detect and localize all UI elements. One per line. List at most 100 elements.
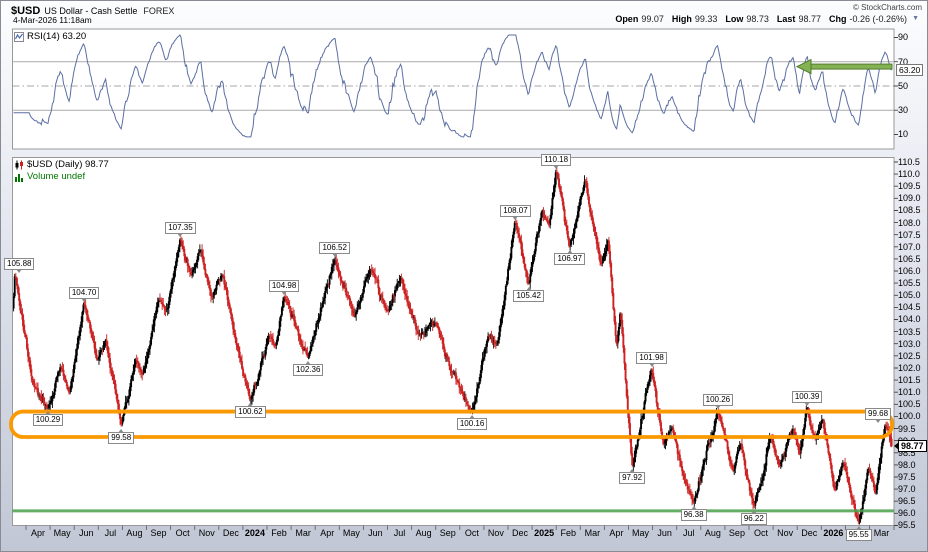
x-axis-label: 2025 [534,528,555,538]
candles-down-bodies [14,171,893,522]
rsi-axis-label: 50 [898,80,909,91]
price-label: 110.18 [541,153,572,169]
y-axis-ticks [894,37,898,526]
quote-summary: Open 99.07 High 99.33 Low 98.73 Last 98.77 Chg -0… [607,14,907,24]
price-label: 105.42 [513,287,544,303]
x-axis-label: Sep [439,528,456,538]
x-axis-label: Jul [393,528,406,538]
x-axis-label: Jun [657,528,672,538]
datetime-label: 4-Mar-2026 11:18am [13,15,92,25]
quote-value-open: 99.07 [641,14,664,24]
quote-label-open: Open [615,14,639,24]
price-label: 104.98 [268,279,300,295]
y-axis-label: 107.0 [898,241,921,252]
y-axis-label: 99.5 [898,423,916,434]
price-label: 100.16 [456,414,488,430]
rsi-axis-label: 10 [898,129,909,140]
quote-value-chg: -0.26 (-0.26%) [849,14,907,24]
x-axis-label: Nov [198,528,215,538]
y-axis-label: 103.5 [898,326,921,337]
price-label: 96.38 [680,506,707,522]
y-axis-label: 98.0 [898,459,916,470]
price-label: 100.26 [702,394,734,410]
price-label: 106.97 [554,249,585,265]
price-label: 97.92 [619,468,646,484]
x-axis-label: Apr [320,528,335,538]
price-label: 99.68 [865,408,892,424]
x-axis-label: Jun [78,528,94,538]
rsi-legend: RSI(14) 63.20 [14,31,86,42]
y-axis-label: 102.0 [898,362,921,373]
y-axis-label: 104.0 [898,314,921,325]
quote-label-high: High [671,14,692,24]
x-axis-label: Dec [801,528,818,538]
y-axis-label: 100.0 [898,411,921,422]
x-axis-label: Mar [295,528,311,538]
x-axis-label: Mar [873,528,890,538]
quote-label-low: Low [725,14,744,24]
y-axis-label: 101.5 [898,375,921,386]
x-axis-label: Sep [150,528,167,538]
exchange-label: FOREX [143,6,175,16]
price-label: 100.62 [235,403,266,419]
rsi-value-tag: 63.20 [896,64,924,77]
rsi-line [13,34,892,138]
y-axis-label: 96.0 [898,508,916,519]
x-axis-label: Oct [464,528,479,538]
y-axis-label: 104.5 [898,302,921,313]
x-axis-label: 2024 [244,528,265,538]
rsi-plot-area[interactable] [12,28,895,150]
rsi-indicator-icon [14,31,24,42]
price-label: 102.36 [292,361,324,377]
support-zone-box [9,409,894,439]
price-label: 107.35 [165,222,196,238]
x-axis-label: Aug [415,528,432,538]
x-axis-label: Sep [728,528,745,538]
y-axis-label: 95.5 [898,520,916,531]
rsi-green-arrow [795,58,893,75]
quote-value-last: 98.77 [798,14,821,24]
y-axis-label: 106.0 [898,266,921,277]
y-axis-label: 106.5 [898,253,921,264]
chart-header: $USD US Dollar - Cash Settle FOREX [11,1,175,17]
price-label: 101.98 [636,352,667,368]
x-axis-label: Oct [754,528,769,538]
y-axis-label: 108.0 [898,217,921,228]
x-axis-label: Feb [271,528,287,538]
price-label: 106.52 [319,242,350,258]
y-axis-label: 100.5 [898,399,921,410]
y-axis-label: 107.5 [898,229,921,240]
volume-legend-label: Volume undef [27,171,86,182]
x-axis-label: 2026 [823,528,844,538]
x-axis-label: Apr [31,528,46,538]
quote-value-high: 99.33 [694,14,718,24]
x-axis-label: Apr [609,528,624,538]
y-axis-label: 110.5 [898,157,920,167]
x-axis-label: Nov [487,528,504,538]
price-label: 100.29 [32,411,64,427]
y-axis-label: 103.0 [898,338,921,349]
x-axis-label: Aug [704,528,721,538]
price-plot-area[interactable] [12,157,895,526]
y-axis-label: 102.5 [898,350,921,361]
price-label: 96.22 [740,510,767,525]
y-axis-label: 97.0 [898,484,916,495]
x-axis-ticks [25,525,895,530]
y-axis-label: 109.5 [898,181,921,192]
x-axis-label: Mar [584,528,601,538]
x-axis-label: Jul [104,528,117,538]
x-axis-label: May [342,528,360,538]
chevron-down-icon[interactable]: ▼ [912,15,919,22]
x-axis-label: Jun [368,528,383,538]
x-axis-label: Nov [777,528,794,538]
rsi-axis-label: 70 [898,56,909,67]
rsi-legend-label: RSI(14) 63.20 [27,31,87,42]
quote-label-chg: Chg [828,14,847,24]
rsi-axis-label: 90 [898,32,909,43]
x-axis-label: May [632,528,650,538]
x-axis-label: Oct [175,528,190,538]
copyright-label: © StockCharts.com [852,3,922,12]
y-axis-label: 98.5 [898,447,916,458]
y-axis-label: 97.5 [898,471,916,482]
